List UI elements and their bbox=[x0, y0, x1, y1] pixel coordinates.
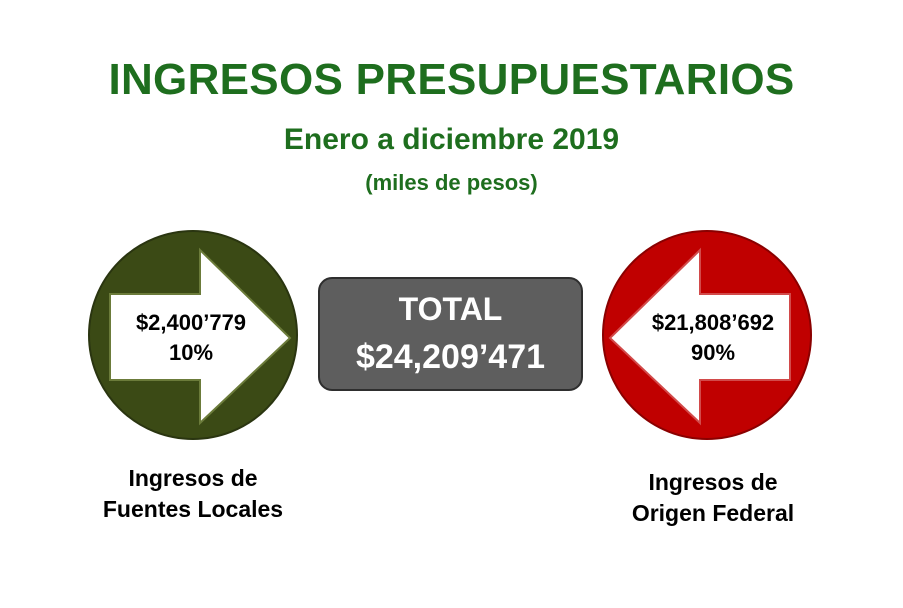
left-arrow-icon bbox=[608, 247, 791, 426]
federal-income-circle: $21,808’692 90% bbox=[602, 230, 812, 440]
federal-caption-line1: Ingresos de bbox=[648, 469, 778, 495]
page-title: INGRESOS PRESUPUESTARIOS bbox=[108, 55, 795, 104]
period-subtitle: Enero a diciembre 2019 bbox=[283, 123, 620, 156]
total-box: TOTAL $24,209’471 bbox=[318, 277, 583, 391]
total-value: $24,209’471 bbox=[355, 338, 546, 376]
local-percent: 10% bbox=[168, 340, 214, 365]
federal-income-graphic bbox=[602, 230, 812, 440]
units-label: (miles de pesos) bbox=[365, 170, 538, 195]
local-caption: Ingresos de Fuentes Locales bbox=[70, 463, 316, 525]
local-income-graphic bbox=[88, 230, 298, 440]
federal-caption: Ingresos de Origen Federal bbox=[590, 467, 836, 529]
local-income-circle: $2,400’779 10% bbox=[88, 230, 298, 440]
local-caption-line2: Fuentes Locales bbox=[102, 496, 284, 522]
federal-caption-line2: Origen Federal bbox=[631, 500, 795, 526]
total-label: TOTAL bbox=[398, 291, 503, 327]
federal-amount: $21,808’692 bbox=[651, 310, 775, 335]
local-caption-line1: Ingresos de bbox=[128, 465, 258, 491]
federal-percent: 90% bbox=[690, 340, 736, 365]
local-amount: $2,400’779 bbox=[135, 310, 247, 335]
right-arrow-icon bbox=[109, 247, 292, 426]
